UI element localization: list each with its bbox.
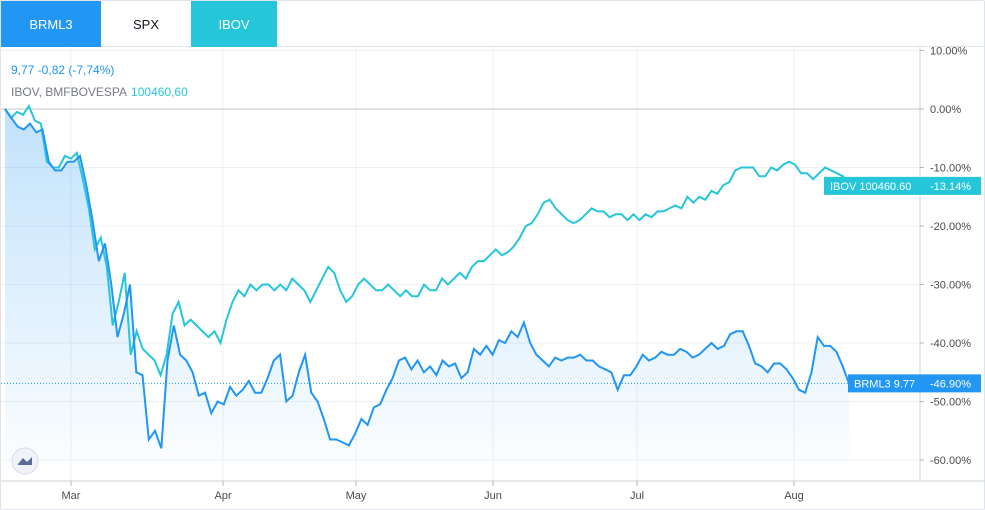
legend-ibov-name: IBOV, BMFBOVESPA bbox=[11, 85, 128, 99]
y-tick-label: -40.00% bbox=[930, 338, 971, 350]
tab-ibov[interactable]: IBOV bbox=[191, 1, 277, 47]
comparison-chart[interactable]: 10.00% 0.00% -10.00% -20.00% -30.00% -40.00% -… bbox=[1, 47, 985, 510]
x-tick-label: Jul bbox=[630, 490, 644, 502]
series-name-tag-label: BRML3 9.77 bbox=[854, 378, 915, 390]
tab-brml3[interactable]: BRML3 bbox=[1, 1, 101, 47]
y-tick-label: -50.00% bbox=[930, 397, 971, 409]
series-value-tag bbox=[920, 374, 981, 393]
tradingview-logo-icon[interactable] bbox=[11, 447, 39, 475]
series-value-tag bbox=[920, 176, 981, 195]
x-tick-label: Aug bbox=[784, 490, 804, 502]
x-tick-label: Apr bbox=[214, 490, 231, 502]
y-tick-label: 0.00% bbox=[930, 104, 961, 116]
x-tick-label: Mar bbox=[62, 490, 81, 502]
series-line-ibov bbox=[4, 103, 850, 379]
series-value-tag-label: -46.90% bbox=[930, 378, 971, 390]
legend: 9,77 -0,82 (-7,74%) IBOV, BMFBOVESPA 1004… bbox=[11, 59, 188, 103]
series-line-brml3 bbox=[4, 108, 850, 449]
legend-ibov: IBOV, BMFBOVESPA 100460,60 bbox=[11, 81, 188, 103]
y-tick-label: -30.00% bbox=[930, 280, 971, 292]
tab-spx[interactable]: SPX bbox=[132, 16, 159, 32]
x-tick-label: Jun bbox=[484, 490, 502, 502]
legend-brml3-value: 9,77 -0,82 (-7,74%) bbox=[11, 63, 115, 77]
y-tick-label: -20.00% bbox=[930, 221, 971, 233]
brml3-area bbox=[5, 109, 849, 460]
symbol-tabs: BRML3 SPX IBOV bbox=[1, 1, 985, 47]
price-scale[interactable]: 10.00% 0.00% -10.00% -20.00% -30.00% -40.00% -… bbox=[920, 47, 971, 467]
x-tick-label: May bbox=[346, 490, 367, 502]
time-scale[interactable]: Mar Apr May Jun Jul Aug bbox=[62, 481, 804, 502]
legend-ibov-value: 100460,60 bbox=[131, 85, 188, 99]
series-name-tag bbox=[824, 176, 920, 195]
y-tick-label: -60.00% bbox=[930, 455, 971, 467]
last-value-tags: IBOV 100460.60 -13.14% BRML3 9.77 -46.90% bbox=[824, 176, 981, 393]
series-name-tag-label: IBOV 100460.60 bbox=[830, 181, 911, 193]
series-value-tag-label: -13.14% bbox=[930, 181, 971, 193]
y-tick-label: 10.00% bbox=[930, 47, 968, 58]
series-name-tag bbox=[848, 374, 920, 393]
y-tick-label: -10.00% bbox=[930, 163, 971, 175]
